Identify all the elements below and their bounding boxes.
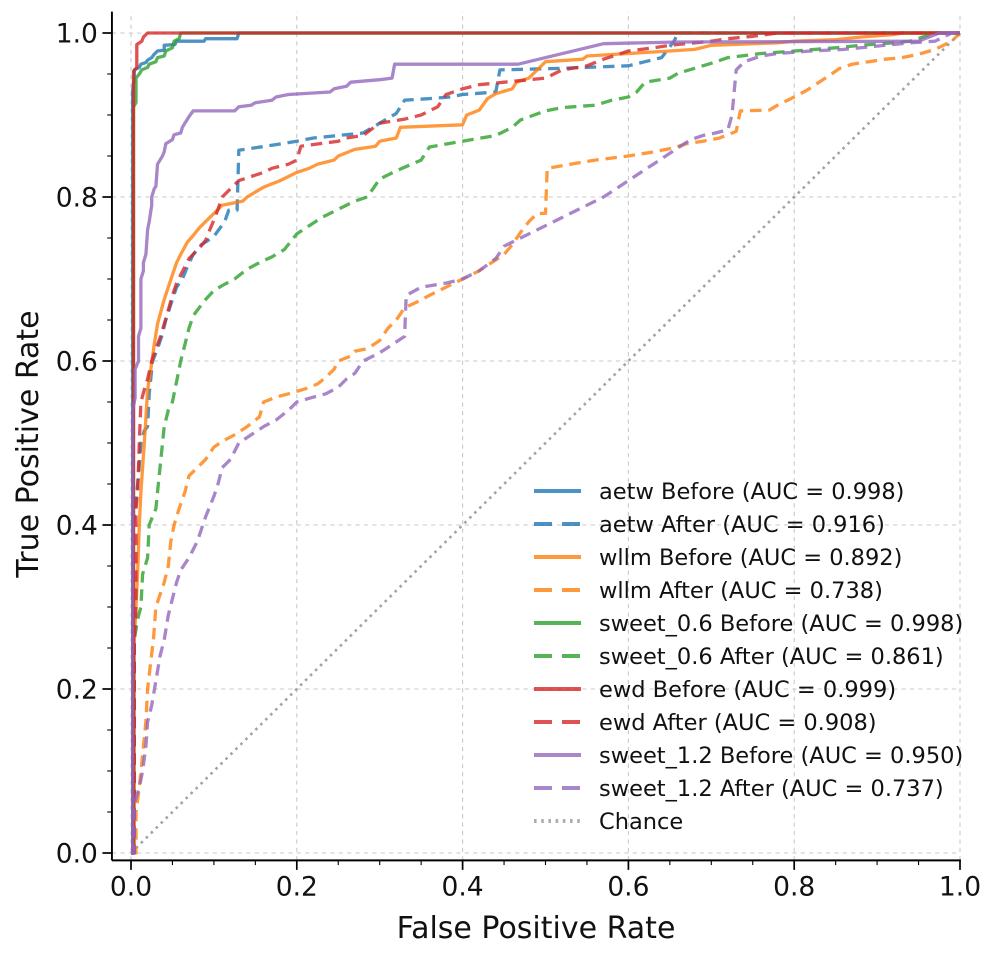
- chance-line: [130, 32, 961, 854]
- roc-curve-wllm-after: [131, 31, 962, 855]
- legend-label: sweet_0.6 Before (AUC = 0.998): [599, 611, 963, 637]
- legend-label: aetw Before (AUC = 0.998): [599, 479, 904, 505]
- legend-item: sweet_1.2 After (AUC = 0.737): [534, 776, 944, 802]
- legend-label: ewd After (AUC = 0.908): [599, 710, 877, 736]
- roc-curve-aetw-after: [131, 31, 960, 855]
- x-tick-label: 0.0: [110, 871, 152, 902]
- tick-labels: 0.0 0.2 0.4 0.6 0.8 1.0 0.0 0.2 0.4 0.6 0.8 1.0: [56, 19, 981, 903]
- x-axis-label: False Positive Rate: [397, 911, 676, 946]
- y-tick-label: 0.8: [56, 183, 98, 214]
- legend-item: sweet_1.2 Before (AUC = 0.950): [534, 743, 963, 769]
- y-tick-label: 1.0: [56, 19, 98, 50]
- roc-curve-sweet-0-6-before: [131, 31, 960, 855]
- roc-curves: [131, 31, 962, 855]
- x-tick-label: 0.6: [607, 871, 649, 902]
- roc-curve-sweet-0-6-after: [131, 31, 960, 855]
- legend-label: ewd Before (AUC = 0.999): [599, 677, 896, 703]
- y-tick-label: 0.4: [56, 511, 98, 542]
- legend-label: sweet_0.6 After (AUC = 0.861): [599, 644, 944, 670]
- legend-label: wllm After (AUC = 0.738): [599, 578, 883, 604]
- legend-item: aetw After (AUC = 0.916): [534, 512, 885, 538]
- x-tick-label: 0.8: [773, 871, 815, 902]
- roc-curve-ewd-after: [131, 31, 960, 855]
- roc-curve-sweet-1-2-before: [131, 31, 960, 855]
- legend: aetw Before (AUC = 0.998) aetw After (AUC…: [534, 479, 963, 835]
- legend-item: aetw Before (AUC = 0.998): [534, 479, 904, 505]
- y-tick-label: 0.6: [56, 347, 98, 378]
- x-tick-label: 1.0: [939, 871, 981, 902]
- y-tick-label: 0.2: [56, 675, 98, 706]
- y-axis-label: True Positive Rate: [11, 310, 46, 578]
- legend-item: Chance: [534, 809, 683, 835]
- legend-item: wllm Before (AUC = 0.892): [534, 545, 902, 571]
- x-tick-label: 0.4: [442, 871, 484, 902]
- legend-item: sweet_0.6 After (AUC = 0.861): [534, 644, 944, 670]
- legend-label: sweet_1.2 Before (AUC = 0.950): [599, 743, 963, 769]
- legend-item: ewd After (AUC = 0.908): [534, 710, 877, 736]
- axis-ticks: [102, 32, 961, 870]
- legend-item: ewd Before (AUC = 0.999): [534, 677, 896, 703]
- legend-label: sweet_1.2 After (AUC = 0.737): [599, 776, 944, 802]
- x-tick-label: 0.2: [276, 871, 318, 902]
- roc-curve-sweet-1-2-after: [131, 31, 960, 855]
- legend-label: wllm Before (AUC = 0.892): [599, 545, 902, 571]
- legend-label: aetw After (AUC = 0.916): [599, 512, 885, 538]
- axis-spines: [110, 11, 961, 862]
- chance-line-group: [130, 32, 961, 854]
- legend-label: Chance: [599, 809, 683, 835]
- legend-item: sweet_0.6 Before (AUC = 0.998): [534, 611, 963, 637]
- y-tick-label: 0.0: [56, 839, 98, 870]
- legend-item: wllm After (AUC = 0.738): [534, 578, 883, 604]
